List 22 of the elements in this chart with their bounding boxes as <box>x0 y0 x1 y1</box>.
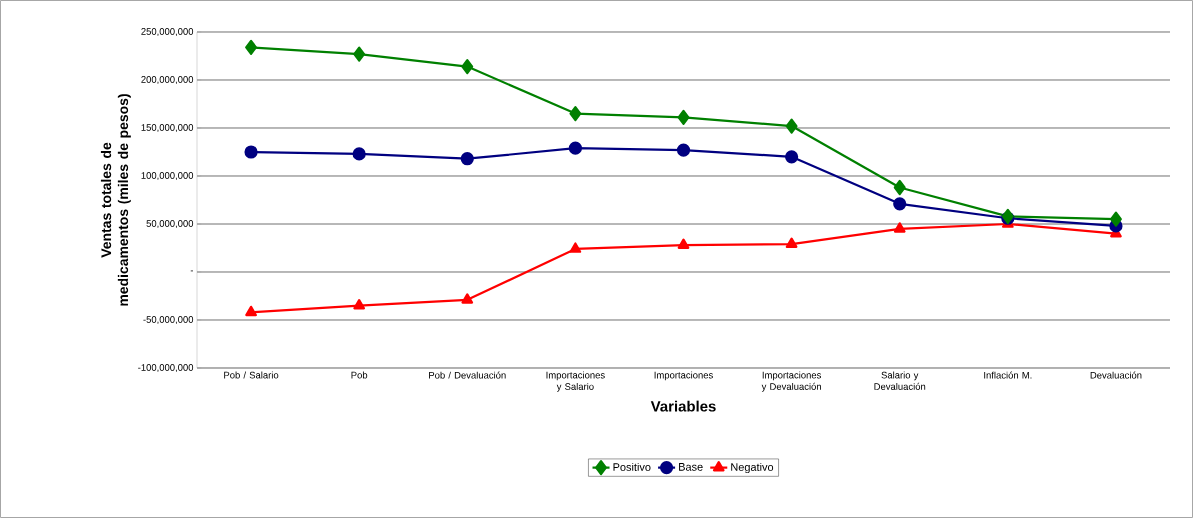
x-tick-label: Importaciones y Devaluación <box>761 371 821 392</box>
y-tick-label: 250,000,000 <box>141 28 194 36</box>
y-tick-label: 200,000,000 <box>141 76 194 84</box>
legend-label: Negativo <box>731 462 774 474</box>
x-tick-label: Inflación M. <box>984 371 1032 379</box>
y-tick-label: -50,000,000 <box>143 316 194 324</box>
x-axis-title: Variables <box>650 400 716 412</box>
legend-label: Base <box>679 463 703 471</box>
x-tick-label: Devaluación <box>1090 371 1142 379</box>
y-tick-label: - <box>190 270 194 272</box>
x-tick-label: Pob / Salario <box>224 371 279 379</box>
y-tick-label: 150,000,000 <box>141 124 194 132</box>
x-tick-label: Importaciones y Salario <box>546 371 605 392</box>
legend-label: Positivo <box>613 462 651 471</box>
y-axis-title: Ventas totales de medicamentos (miles de pesos) <box>100 94 131 306</box>
y-tick-label: 50,000,000 <box>146 220 194 228</box>
x-tick-label: Salario y Devaluación <box>874 371 926 390</box>
y-tick-label: -100,000,000 <box>138 364 194 372</box>
y-tick-label: 100,000,000 <box>141 172 194 180</box>
x-tick-label: Importaciones <box>654 371 713 381</box>
x-tick-label: Pob / Devaluación <box>429 371 506 379</box>
x-tick-label: Pob <box>351 371 368 379</box>
